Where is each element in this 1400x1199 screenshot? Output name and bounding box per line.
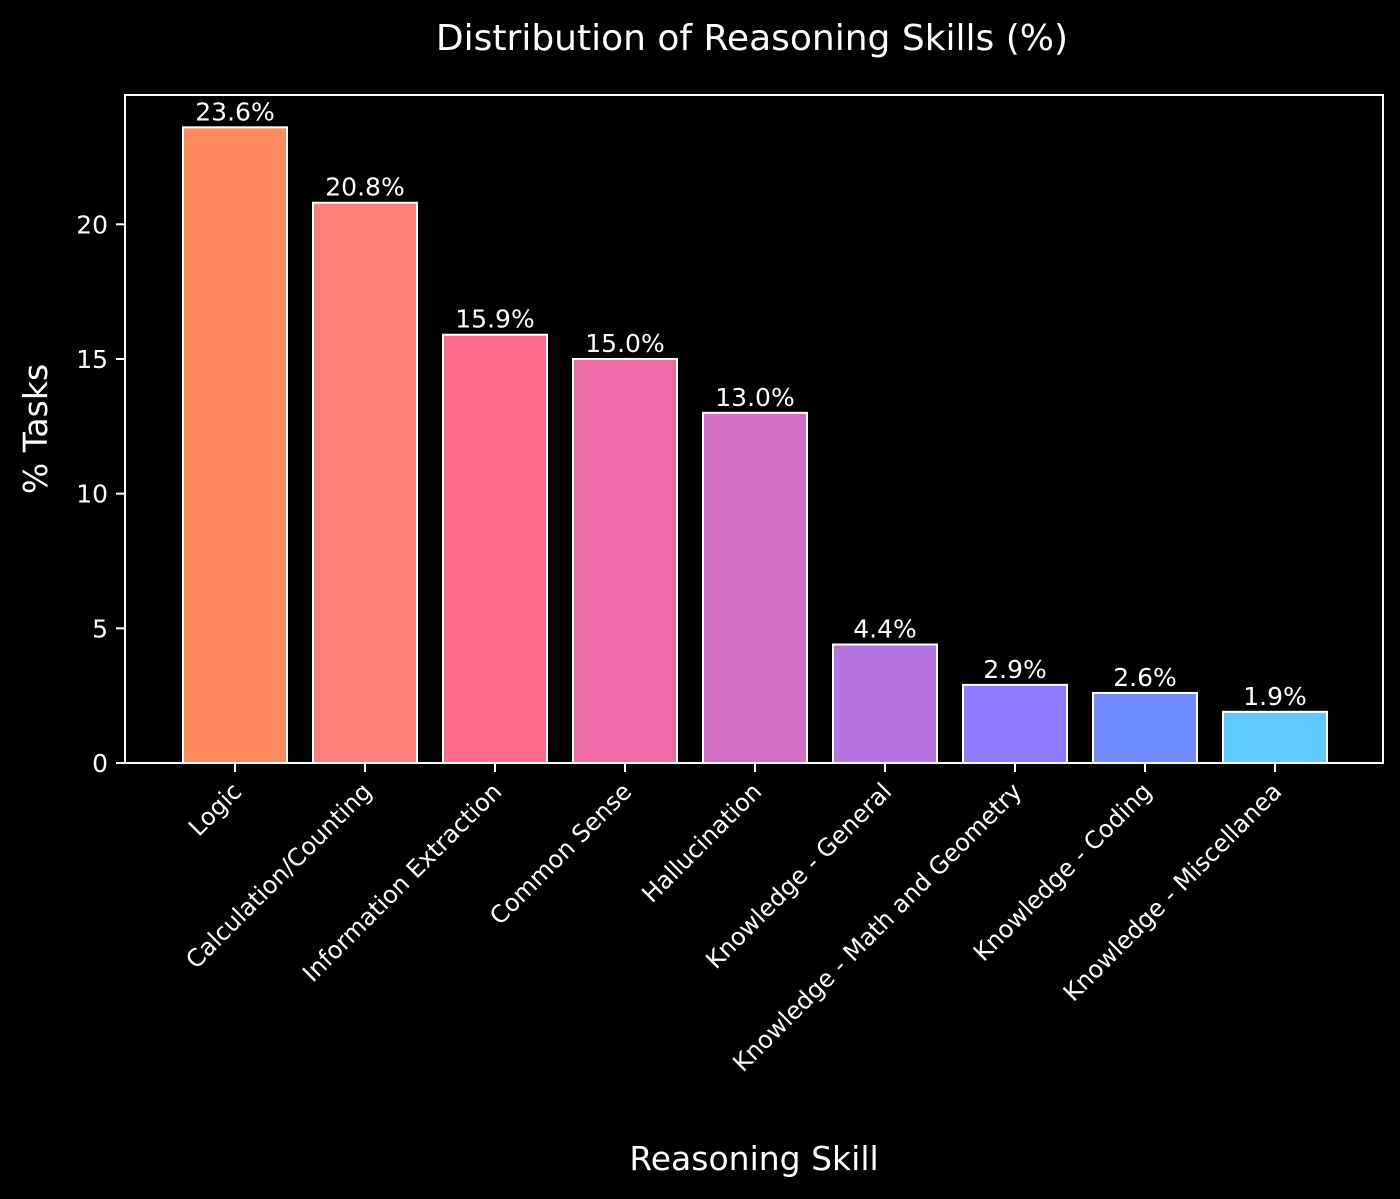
chart-title: Distribution of Reasoning Skills (%) (436, 18, 1068, 59)
bars-group: 23.6% 20.8% 15.9% 15.0% 13.0% 4.4% 2.9% 2.6% 1.9… (182, 97, 1328, 765)
y-tick-label: 5 (92, 614, 108, 643)
bar (312, 201, 418, 764)
y-tick-label: 0 (92, 749, 108, 778)
data-label: 13.0% (715, 383, 794, 412)
bar (572, 357, 678, 764)
y-tick-label: 10 (76, 480, 108, 509)
bar (962, 683, 1068, 764)
bar (702, 411, 808, 764)
data-label: 20.8% (325, 173, 404, 202)
data-label: 23.6% (195, 97, 274, 126)
bar (1222, 710, 1328, 764)
y-axis: 0 5 10 15 20 (76, 210, 125, 778)
bar (442, 333, 548, 764)
bar (182, 126, 288, 765)
x-axis-label: Reasoning Skill (629, 1139, 878, 1178)
y-tick-label: 15 (76, 345, 108, 374)
data-label: 2.9% (983, 655, 1047, 684)
bar (832, 643, 938, 765)
data-label: 2.6% (1113, 663, 1177, 692)
y-tick-label: 20 (76, 210, 108, 239)
data-label: 1.9% (1243, 682, 1307, 711)
y-axis-label: % Tasks (16, 364, 55, 494)
data-label: 4.4% (853, 614, 917, 643)
bar (1092, 691, 1198, 764)
data-label: 15.0% (585, 329, 664, 358)
plot-frame (124, 94, 1384, 764)
data-label: 15.9% (455, 305, 534, 334)
